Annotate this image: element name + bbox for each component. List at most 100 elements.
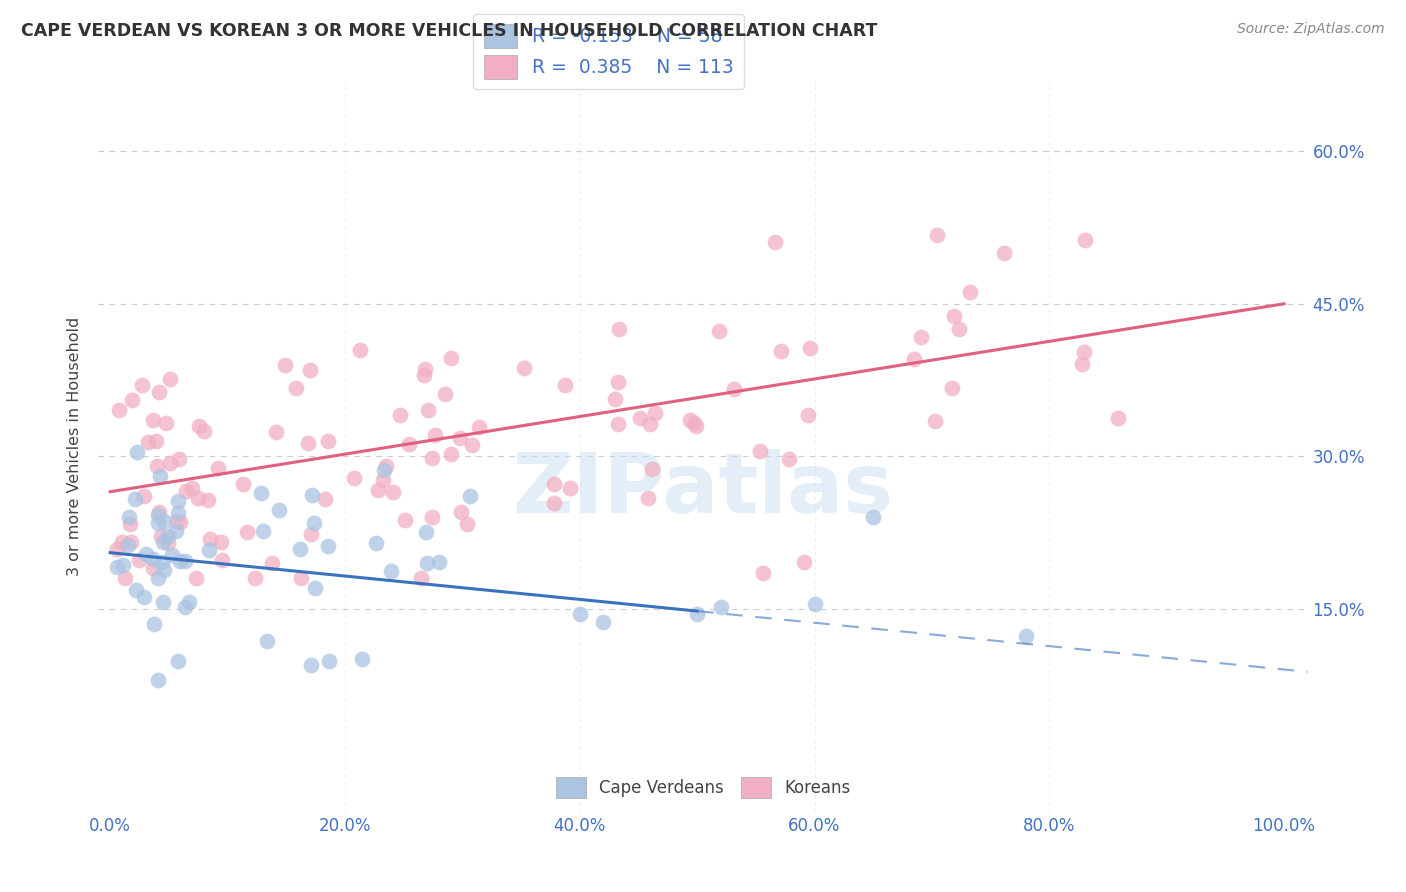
Cape Verdeans (290, 542, 312, 557)
Koreans (159, 456, 181, 470)
Cape Verdeans (134, 590, 156, 604)
Koreans (187, 491, 209, 506)
Cape Verdeans (153, 514, 176, 528)
Cape Verdeans (125, 582, 148, 597)
Cape Verdeans (301, 488, 323, 502)
Koreans (169, 515, 191, 529)
Koreans (236, 524, 259, 539)
Koreans (316, 434, 339, 449)
Koreans (468, 420, 491, 434)
Koreans (142, 413, 165, 427)
Cape Verdeans (118, 509, 141, 524)
Koreans (641, 462, 664, 476)
Koreans (260, 556, 283, 570)
Cape Verdeans (316, 540, 339, 554)
Koreans (114, 571, 136, 585)
Koreans (543, 495, 565, 509)
Koreans (193, 424, 215, 438)
Koreans (299, 363, 322, 377)
Koreans (187, 419, 209, 434)
Koreans (105, 542, 128, 557)
Koreans (1073, 344, 1095, 359)
Koreans (297, 436, 319, 450)
Koreans (107, 403, 129, 417)
Koreans (264, 425, 287, 439)
Koreans (146, 459, 169, 474)
Koreans (166, 515, 188, 529)
Cape Verdeans (568, 607, 591, 621)
Koreans (638, 417, 661, 432)
Koreans (749, 443, 772, 458)
Cape Verdeans (149, 468, 172, 483)
Koreans (155, 416, 177, 430)
Cape Verdeans (427, 555, 450, 569)
Cape Verdeans (686, 607, 709, 621)
Koreans (1071, 357, 1094, 371)
Cape Verdeans (152, 595, 174, 609)
Koreans (136, 435, 159, 450)
Koreans (181, 481, 204, 495)
Koreans (461, 438, 484, 452)
Cape Verdeans (350, 652, 373, 666)
Koreans (148, 505, 170, 519)
Koreans (449, 431, 471, 445)
Cape Verdeans (148, 516, 170, 530)
Koreans (131, 378, 153, 392)
Koreans (420, 510, 443, 524)
Koreans (606, 417, 628, 431)
Cape Verdeans (299, 657, 322, 672)
Cape Verdeans (148, 571, 170, 585)
Cape Verdeans (146, 673, 169, 688)
Koreans (637, 491, 659, 505)
Koreans (450, 505, 472, 519)
Koreans (231, 477, 253, 491)
Koreans (121, 393, 143, 408)
Koreans (543, 476, 565, 491)
Koreans (245, 571, 267, 585)
Koreans (644, 406, 666, 420)
Koreans (943, 309, 966, 323)
Koreans (197, 492, 219, 507)
Cape Verdeans (157, 528, 180, 542)
Text: Source: ZipAtlas.com: Source: ZipAtlas.com (1237, 22, 1385, 37)
Koreans (1107, 410, 1129, 425)
Koreans (299, 527, 322, 541)
Koreans (209, 535, 232, 549)
Koreans (948, 321, 970, 335)
Cape Verdeans (862, 509, 884, 524)
Koreans (685, 419, 707, 434)
Koreans (159, 371, 181, 385)
Koreans (440, 351, 463, 366)
Koreans (440, 447, 463, 461)
Cape Verdeans (150, 555, 173, 569)
Koreans (903, 351, 925, 366)
Koreans (1074, 233, 1097, 247)
Koreans (925, 228, 948, 243)
Koreans (765, 235, 787, 250)
Koreans (174, 483, 197, 498)
Koreans (184, 571, 207, 585)
Koreans (409, 571, 432, 585)
Cape Verdeans (169, 554, 191, 568)
Koreans (284, 381, 307, 395)
Cape Verdeans (135, 547, 157, 561)
Cape Verdeans (366, 536, 388, 550)
Koreans (150, 529, 173, 543)
Cape Verdeans (318, 654, 340, 668)
Koreans (513, 361, 536, 376)
Cape Verdeans (252, 524, 274, 539)
Cape Verdeans (592, 615, 614, 630)
Cape Verdeans (117, 538, 139, 552)
Koreans (558, 481, 581, 495)
Cape Verdeans (143, 616, 166, 631)
Cape Verdeans (142, 552, 165, 566)
Cape Verdeans (267, 502, 290, 516)
Koreans (413, 361, 436, 376)
Cape Verdeans (165, 524, 187, 539)
Cape Verdeans (304, 581, 326, 595)
Koreans (707, 324, 730, 338)
Koreans (343, 470, 366, 484)
Cape Verdeans (380, 565, 402, 579)
Text: ZIPatlas: ZIPatlas (513, 450, 893, 531)
Koreans (679, 413, 702, 427)
